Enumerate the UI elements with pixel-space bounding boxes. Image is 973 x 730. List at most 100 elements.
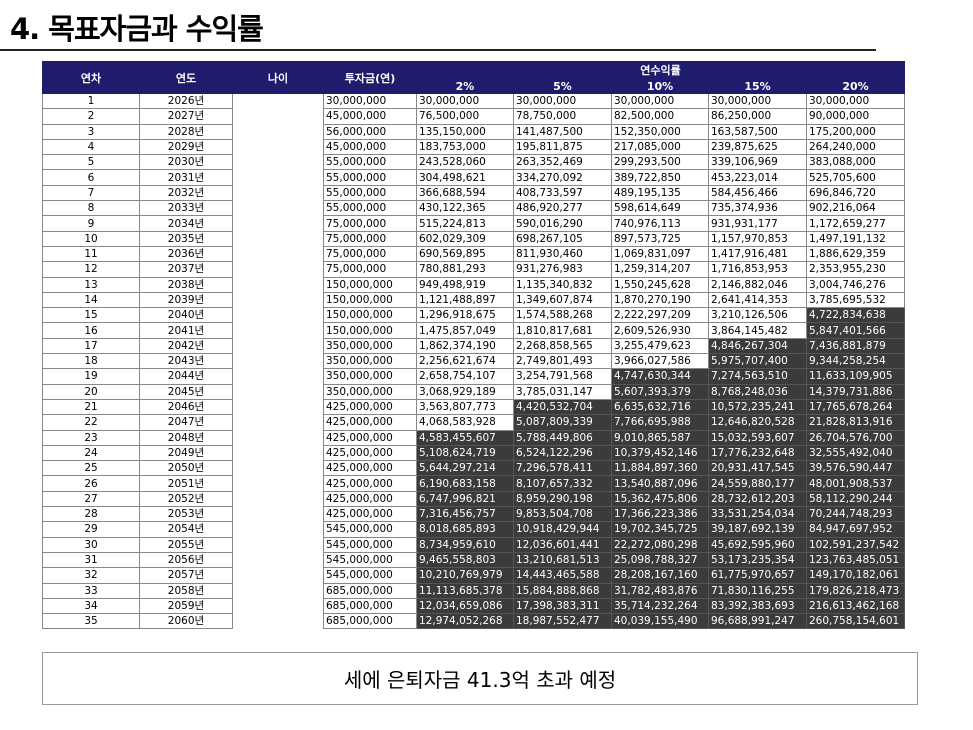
- cell: 2032년: [139, 184, 233, 202]
- table-row: 23 2048년 425,000,000 4,583,455,607 5,788,449…: [42, 429, 905, 446]
- cell: 17,398,383,311: [513, 597, 612, 615]
- table-row: 3 2028년 56,000,000 135,150,000 141,487,500 15…: [42, 123, 905, 140]
- cell: 7,766,695,988: [611, 414, 709, 431]
- cell: 12,034,659,086: [416, 597, 514, 615]
- cell: 2,749,801,493: [513, 353, 612, 370]
- table-row: 24 2049년 425,000,000 5,108,624,719 6,524,122…: [42, 444, 905, 462]
- cell: 28: [42, 506, 140, 523]
- cell: 17,366,223,386: [611, 506, 709, 523]
- cell: 35,714,232,264: [611, 597, 709, 615]
- cell: 2,222,297,209: [611, 307, 709, 324]
- cell: 7,436,881,879: [806, 337, 905, 355]
- age-cell: [232, 552, 324, 568]
- cell: 239,875,625: [708, 138, 807, 156]
- cell: 4,722,834,638: [806, 307, 905, 324]
- cell: 3,966,027,586: [611, 353, 709, 370]
- cell: 23: [42, 429, 140, 446]
- cell: 2,609,526,930: [611, 322, 709, 339]
- cell: 150,000,000: [323, 322, 417, 339]
- cell: 4,846,267,304: [708, 337, 807, 355]
- cell: 31: [42, 551, 140, 569]
- cell: 1,349,607,874: [513, 291, 612, 309]
- cell: 2,353,955,230: [806, 261, 905, 278]
- rate-header: 2%: [416, 78, 514, 94]
- cell: 2048년: [139, 429, 233, 446]
- age-cell: [232, 338, 324, 354]
- cell: 1,172,659,277: [806, 215, 905, 232]
- table-row: 5 2030년 55,000,000 243,528,060 263,352,469 29…: [42, 154, 905, 171]
- cell: 31,782,483,876: [611, 582, 709, 599]
- cell: 5,847,401,566: [806, 322, 905, 339]
- cell: 70,244,748,293: [806, 506, 905, 523]
- table-row: 21 2046년 425,000,000 3,563,807,773 4,420,532…: [42, 398, 905, 416]
- cell: 453,223,014: [708, 169, 807, 186]
- cell: 425,000,000: [323, 398, 417, 416]
- cell: 19,702,345,725: [611, 521, 709, 538]
- column-header: 연도: [139, 61, 233, 94]
- cell: 26: [42, 475, 140, 492]
- cell: 45,000,000: [323, 108, 417, 125]
- age-cell: [232, 368, 324, 385]
- cell: 263,352,469: [513, 154, 612, 171]
- cell: 5,788,449,806: [513, 429, 612, 446]
- table-row: 32 2057년 545,000,000 10,210,769,979 14,443,4…: [42, 567, 905, 584]
- cell: 243,528,060: [416, 154, 514, 171]
- cell: 13: [42, 276, 140, 293]
- cell: 598,614,649: [611, 200, 709, 217]
- cell: 21: [42, 398, 140, 416]
- table-row: 33 2058년 685,000,000 11,113,685,378 15,884,8…: [42, 582, 905, 599]
- cell: 425,000,000: [323, 444, 417, 462]
- cell: 149,170,182,061: [806, 567, 905, 584]
- age-cell: [232, 460, 324, 476]
- rule: [0, 49, 876, 51]
- cell: 25: [42, 460, 140, 477]
- cell: 61,775,970,657: [708, 567, 807, 584]
- cell: 15: [42, 307, 140, 324]
- cell: 1,259,314,207: [611, 261, 709, 278]
- column-header: 투자금(연): [323, 61, 417, 94]
- age-cell: [232, 154, 324, 170]
- age-cell: [232, 124, 324, 140]
- cell: 10,918,429,944: [513, 521, 612, 538]
- age-cell: [232, 292, 324, 308]
- cell: 2,268,858,565: [513, 337, 612, 355]
- cell: 350,000,000: [323, 368, 417, 385]
- cell: 489,195,135: [611, 184, 709, 202]
- cell: 45,692,595,960: [708, 536, 807, 553]
- cell: 141,487,500: [513, 123, 612, 140]
- cell: 12,646,820,528: [708, 414, 807, 431]
- cell: 13,210,681,513: [513, 551, 612, 569]
- age-cell: [232, 475, 324, 492]
- table-row: 16 2041년 150,000,000 1,475,857,049 1,810,817…: [42, 322, 905, 339]
- table-row: 17 2042년 350,000,000 1,862,374,190 2,268,858…: [42, 337, 905, 355]
- cell: 4,583,455,607: [416, 429, 514, 446]
- cell: 2051년: [139, 475, 233, 492]
- table: 연차 연도 나이 투자금(연) 연수익률 2% 5% 10% 15% 20% 1 2026년 30,0…: [42, 61, 905, 630]
- cell: 15,032,593,607: [708, 429, 807, 446]
- cell: 30,000,000: [323, 92, 417, 110]
- cell: 5,087,809,339: [513, 414, 612, 431]
- cell: 3,068,929,189: [416, 383, 514, 400]
- cell: 30,000,000: [806, 92, 905, 110]
- cell: 152,350,000: [611, 123, 709, 140]
- table-row: 20 2045년 350,000,000 3,068,929,189 3,785,031…: [42, 383, 905, 400]
- age-cell: [232, 567, 324, 583]
- column-header: 나이: [232, 61, 324, 94]
- age-cell: [232, 506, 324, 522]
- cell: 19: [42, 368, 140, 385]
- cell: 334,270,092: [513, 169, 612, 186]
- cell: 39,187,692,139: [708, 521, 807, 538]
- cell: 740,976,113: [611, 215, 709, 232]
- cell: 3,254,791,568: [513, 368, 612, 385]
- cell: 55,000,000: [323, 184, 417, 202]
- cell: 811,930,460: [513, 245, 612, 263]
- cell: 75,000,000: [323, 245, 417, 263]
- cell: 75,000,000: [323, 261, 417, 278]
- cell: 545,000,000: [323, 521, 417, 538]
- age-cell: [232, 108, 324, 125]
- age-cell: [232, 93, 324, 109]
- cell: 15,884,888,868: [513, 582, 612, 599]
- cell: 55,000,000: [323, 169, 417, 186]
- cell: 1,417,916,481: [708, 245, 807, 263]
- cell: 339,106,969: [708, 154, 807, 171]
